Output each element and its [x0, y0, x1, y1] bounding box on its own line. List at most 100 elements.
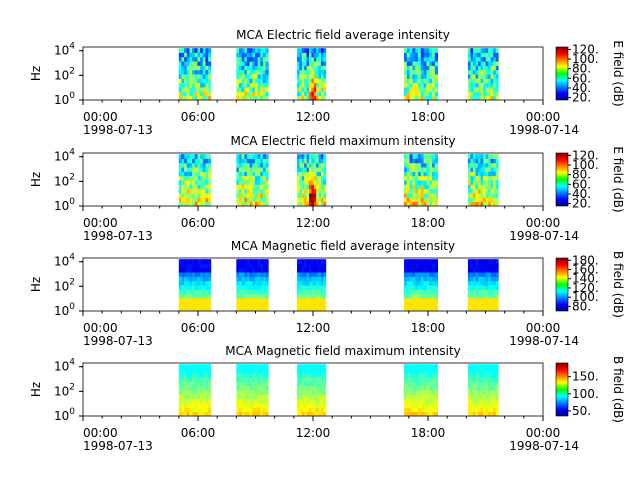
spectrogram-cell — [189, 394, 193, 400]
spectrogram-cell — [309, 285, 312, 290]
spectrogram-cell — [431, 263, 436, 269]
spectrogram-cell — [313, 188, 317, 194]
spectrogram-cell — [194, 259, 198, 264]
spectrogram-cell — [467, 193, 471, 198]
spectrogram-cell — [480, 289, 484, 295]
spectrogram-cell — [495, 306, 499, 312]
spectrogram-cell — [260, 171, 264, 177]
spectrogram-cell — [189, 201, 193, 207]
spectrogram-cell — [301, 180, 305, 185]
spectrogram-cell — [297, 184, 300, 190]
spectrogram-cell — [200, 175, 204, 181]
spectrogram-cell — [406, 289, 411, 295]
spectrogram-cell — [254, 280, 259, 286]
spectrogram-cell — [404, 154, 408, 159]
spectrogram-cell — [409, 91, 413, 97]
spectrogram-cell — [239, 364, 243, 369]
spectrogram-cell — [202, 52, 206, 58]
spectrogram-cell — [490, 188, 494, 194]
spectrogram-cell — [249, 285, 253, 290]
spectrogram-cell — [265, 52, 269, 58]
spectrogram-cell — [306, 407, 310, 413]
spectrogram-cell — [189, 158, 193, 164]
spectrogram-cell — [423, 48, 427, 53]
spectrogram-cell — [429, 293, 433, 299]
spectrogram-cell — [306, 398, 310, 404]
spectrogram-cell — [262, 162, 267, 168]
spectrogram-cell — [470, 259, 474, 264]
spectrogram-cell — [178, 175, 182, 181]
spectrogram-cell — [485, 167, 489, 172]
spectrogram-cell — [306, 74, 310, 79]
spectrogram-cell — [429, 385, 433, 391]
y-tick-label: 102 — [54, 66, 75, 82]
spectrogram-cell — [313, 82, 317, 88]
spectrogram-cell — [189, 91, 193, 97]
spectrogram-cell — [409, 154, 413, 159]
spectrogram-cell — [304, 74, 308, 79]
spectrogram-cell — [423, 306, 427, 312]
spectrogram-cell — [309, 298, 312, 303]
spectrogram-cell — [297, 158, 300, 164]
spectrogram-cell — [478, 411, 481, 417]
spectrogram-cell — [299, 403, 303, 408]
spectrogram-cell — [426, 74, 430, 79]
spectrogram-cell — [299, 293, 303, 299]
spectrogram-cell — [186, 48, 190, 53]
spectrogram-cell — [311, 180, 315, 185]
spectrogram-cell — [186, 398, 190, 404]
spectrogram-cell — [415, 398, 419, 404]
spectrogram-cell — [475, 259, 479, 264]
spectrogram-cell — [244, 180, 248, 185]
spectrogram-cell — [178, 368, 182, 374]
spectrogram-cell — [205, 280, 209, 286]
spectrogram-cell — [306, 162, 310, 168]
spectrogram-cell — [192, 390, 196, 395]
spectrogram-cell — [200, 267, 204, 273]
spectrogram-cell — [197, 171, 201, 177]
spectrogram-cell — [260, 180, 264, 185]
spectrogram-cell — [475, 78, 479, 84]
x-tick-label: 12:00 — [296, 426, 331, 440]
spectrogram-cell — [480, 158, 484, 164]
colorbar-label: E field (dB) — [611, 146, 625, 212]
spectrogram-cell — [309, 82, 312, 88]
spectrogram-cell — [306, 65, 310, 71]
spectrogram-cell — [208, 394, 212, 400]
spectrogram-cell — [406, 285, 411, 290]
spectrogram-cell — [254, 394, 259, 400]
spectrogram-cell — [420, 74, 425, 79]
spectrogram-cell — [236, 48, 240, 53]
spectrogram-cell — [257, 267, 261, 273]
spectrogram-cell — [470, 398, 474, 404]
spectrogram-cell — [490, 280, 494, 286]
spectrogram-cell — [239, 48, 243, 53]
spectrogram-cell — [311, 267, 315, 273]
spectrogram-cell — [493, 403, 497, 408]
spectrogram-cell — [472, 162, 476, 168]
spectrogram-cell — [241, 201, 245, 207]
spectrogram-cell — [429, 61, 433, 66]
spectrogram-cell — [236, 193, 240, 198]
spectrogram-cell — [241, 95, 245, 101]
spectrogram-cell — [184, 293, 188, 299]
spectrogram-cell — [181, 394, 185, 400]
spectrogram-cell — [304, 201, 308, 207]
spectrogram-cell — [200, 56, 204, 62]
spectrogram-cell — [239, 188, 243, 194]
spectrogram-cell — [418, 56, 422, 62]
spectrogram-cell — [297, 91, 300, 97]
spectrogram-cell — [478, 171, 481, 177]
spectrogram-cell — [260, 82, 264, 88]
spectrogram-cell — [418, 87, 422, 92]
spectrogram-cell — [495, 259, 499, 264]
spectrogram-cell — [205, 259, 209, 264]
spectrogram-cell — [178, 201, 182, 207]
spectrogram-cell — [470, 263, 474, 269]
spectrogram-cell — [467, 289, 471, 295]
spectrogram-cell — [412, 272, 416, 277]
spectrogram-cell — [488, 193, 492, 198]
spectrogram-cell — [208, 74, 212, 79]
spectrogram-cell — [244, 162, 248, 168]
spectrogram-cell — [184, 69, 188, 75]
